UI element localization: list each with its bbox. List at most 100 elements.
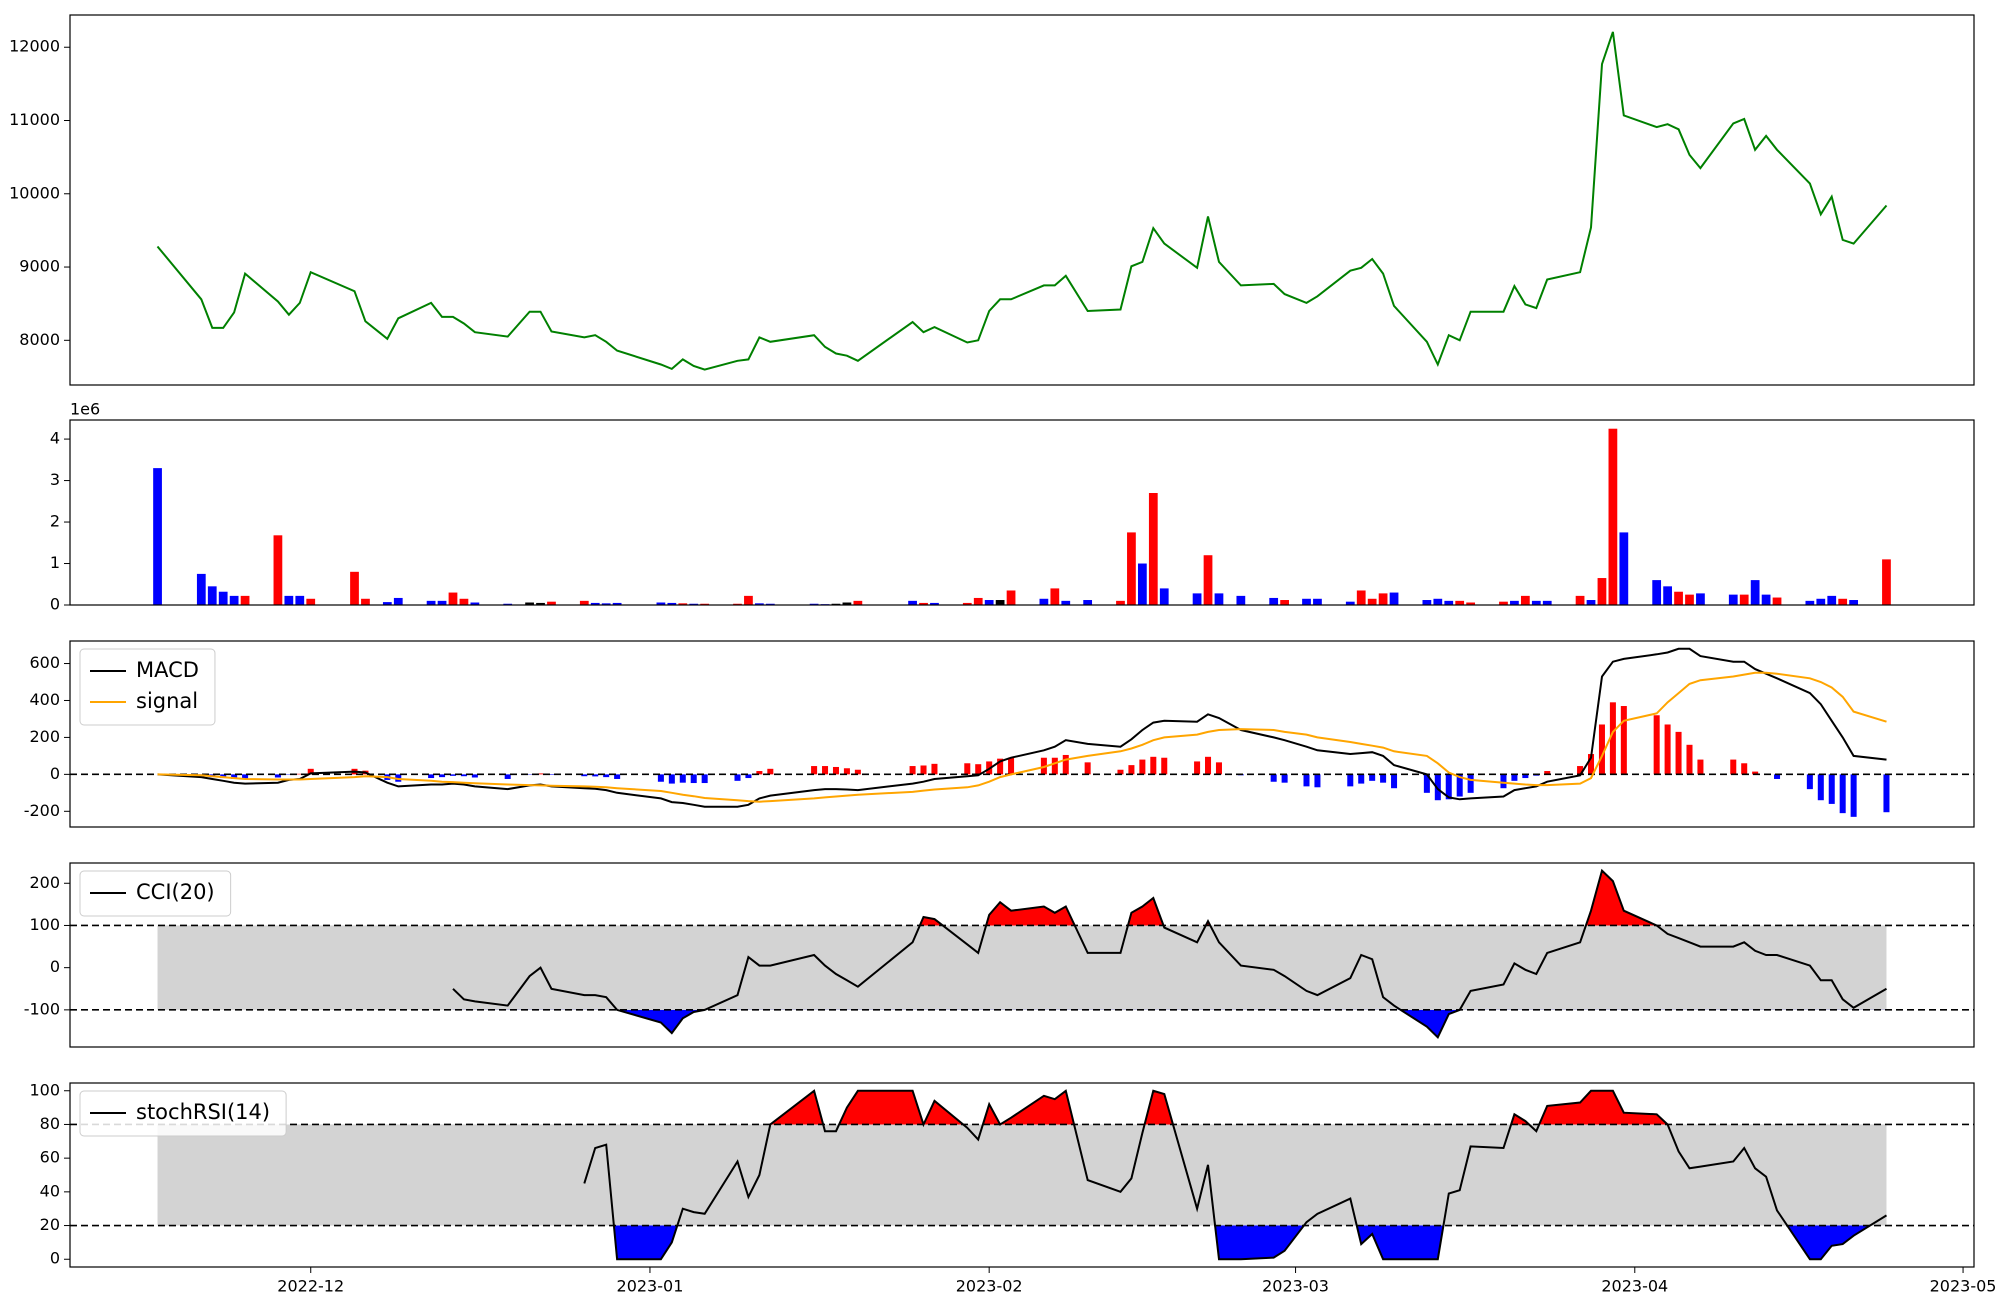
histogram-bar bbox=[1664, 724, 1671, 775]
histogram-bar bbox=[449, 774, 456, 776]
y-tick-label: 2 bbox=[50, 512, 60, 531]
volume-bar bbox=[590, 602, 600, 605]
y-tick-label: 0 bbox=[50, 764, 60, 783]
x-tick-label: 2023-02 bbox=[956, 1277, 1023, 1296]
plot-area bbox=[153, 428, 1891, 605]
histogram-bar bbox=[690, 774, 697, 784]
volume-bar bbox=[765, 603, 775, 605]
volume-bar bbox=[240, 595, 250, 605]
histogram-bar bbox=[920, 765, 927, 775]
volume-bar bbox=[984, 600, 994, 605]
histogram-bar bbox=[1358, 774, 1365, 784]
histogram-bar bbox=[822, 766, 829, 775]
volume-bar bbox=[536, 602, 545, 605]
y-tick-label: -100 bbox=[24, 999, 60, 1018]
volume-bar bbox=[1685, 594, 1694, 605]
volume-bar bbox=[831, 603, 841, 605]
volume-bar bbox=[437, 600, 447, 605]
histogram-bar bbox=[931, 763, 938, 775]
histogram-bar bbox=[1500, 774, 1507, 789]
volume-bar bbox=[1663, 586, 1672, 605]
legend-label: MACD bbox=[136, 658, 199, 682]
legend-box bbox=[79, 1090, 287, 1137]
plot-area bbox=[70, 1089, 1974, 1261]
volume-bar bbox=[1006, 590, 1016, 605]
histogram-bar bbox=[657, 774, 664, 782]
histogram-bar bbox=[1817, 774, 1824, 801]
volume-bar bbox=[218, 591, 228, 605]
volume-bar bbox=[612, 602, 622, 605]
volume-bar bbox=[755, 603, 764, 605]
histogram-bar bbox=[1434, 774, 1441, 801]
plot-area bbox=[70, 868, 1974, 1039]
y-tick-label: -200 bbox=[24, 801, 60, 820]
histogram-bar bbox=[997, 758, 1004, 775]
histogram-bar bbox=[1084, 762, 1091, 775]
price-line bbox=[156, 31, 1888, 371]
volume-bar bbox=[448, 592, 458, 605]
volume-bar bbox=[1389, 592, 1399, 605]
histogram-bar bbox=[1511, 774, 1518, 781]
volume-bar bbox=[1586, 600, 1596, 605]
volume-bar bbox=[1619, 532, 1629, 605]
histogram-bar bbox=[701, 774, 708, 784]
volume-bar bbox=[295, 595, 305, 605]
histogram-bar bbox=[548, 774, 555, 775]
histogram-bar bbox=[1303, 774, 1310, 787]
histogram-bar bbox=[1445, 774, 1452, 800]
histogram-bar bbox=[592, 774, 599, 777]
histogram-bar bbox=[1522, 774, 1529, 779]
histogram-bar bbox=[1467, 774, 1474, 793]
histogram-bar bbox=[1456, 774, 1463, 797]
volume-bar bbox=[853, 600, 863, 605]
volume-bar bbox=[382, 602, 392, 605]
y-tick-label: 0 bbox=[50, 1249, 60, 1268]
histogram-bar bbox=[843, 768, 850, 775]
histogram-bar bbox=[1391, 774, 1398, 789]
volume-bar bbox=[1137, 563, 1147, 605]
offset-label: 1e6 bbox=[70, 400, 100, 419]
histogram-bar bbox=[581, 774, 588, 777]
histogram-bar bbox=[1544, 771, 1551, 775]
histogram-bar bbox=[439, 774, 446, 778]
volume-bar bbox=[1838, 598, 1848, 605]
plot-area bbox=[156, 31, 1888, 371]
histogram-bar bbox=[1117, 769, 1124, 775]
volume-bar bbox=[1499, 601, 1508, 605]
volume-bar bbox=[678, 603, 688, 605]
panel-frame bbox=[69, 640, 1975, 828]
volume-bar bbox=[1750, 580, 1760, 605]
plot-area bbox=[70, 647, 1974, 817]
volume-bar bbox=[1455, 600, 1465, 605]
volume-bar bbox=[656, 602, 666, 605]
y-tick-label: 60 bbox=[40, 1148, 60, 1167]
volume-bar bbox=[426, 600, 436, 605]
volume-bar bbox=[1236, 595, 1246, 605]
indicator-line bbox=[583, 1089, 1888, 1261]
y-tick-label: 100 bbox=[29, 915, 60, 934]
y-tick-label: 200 bbox=[29, 727, 60, 746]
histogram-bar bbox=[909, 766, 916, 775]
panel-frame bbox=[69, 1082, 1975, 1268]
legend-label: signal bbox=[136, 689, 198, 713]
histogram-bar bbox=[811, 766, 818, 775]
histogram-bar bbox=[832, 766, 839, 775]
volume-bar bbox=[667, 602, 677, 605]
volume-bar bbox=[1433, 598, 1443, 605]
y-tick-label: 100 bbox=[29, 1080, 60, 1099]
y-tick-label: 400 bbox=[29, 690, 60, 709]
volume-bar bbox=[1728, 594, 1738, 605]
histogram-bar bbox=[537, 773, 544, 775]
y-tick-label: 4 bbox=[50, 429, 60, 448]
histogram-bar bbox=[1598, 724, 1605, 775]
volume-bar bbox=[579, 600, 589, 605]
histogram-bar bbox=[1161, 757, 1168, 775]
y-tick-label: 40 bbox=[40, 1181, 60, 1200]
histogram-bar bbox=[1194, 761, 1201, 775]
histogram-bar bbox=[1620, 706, 1627, 775]
y-tick-label: 200 bbox=[29, 873, 60, 892]
y-tick-label: 8000 bbox=[19, 330, 60, 349]
volume-bar bbox=[525, 602, 534, 605]
histogram-bar bbox=[307, 768, 314, 775]
